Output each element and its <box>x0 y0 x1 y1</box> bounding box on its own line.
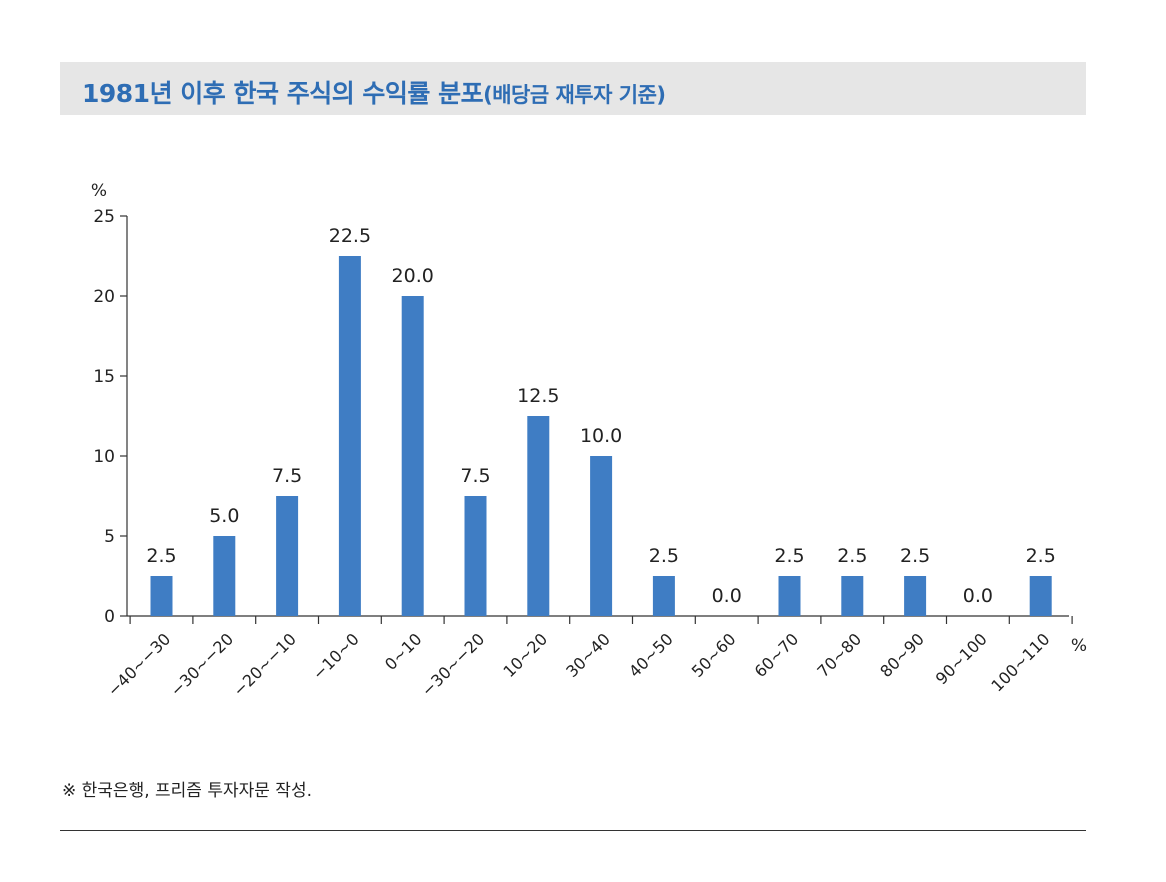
y-tick-label: 5 <box>104 527 115 547</box>
y-axis-unit: % <box>91 181 107 201</box>
bar-value-label: 7.5 <box>460 465 490 487</box>
x-category-label: 80~90 <box>876 629 928 681</box>
y-tick-label: 15 <box>93 367 115 387</box>
bar-value-label: 0.0 <box>963 585 993 607</box>
chart-title-main: 1981년 이후 한국 주식의 수익률 분포 <box>82 79 484 108</box>
x-category-label: −40~−30 <box>104 629 175 700</box>
bar <box>276 496 299 616</box>
bar-value-label: 7.5 <box>272 465 302 487</box>
chart-bars <box>150 256 1052 616</box>
bar-value-label: 2.5 <box>649 545 679 567</box>
bar <box>150 576 173 616</box>
y-tick-label: 25 <box>93 207 115 227</box>
bar <box>527 416 550 616</box>
bar <box>213 536 236 616</box>
chart-axes: 0 5 10 15 20 25%% <box>91 181 1087 656</box>
bar <box>464 496 487 616</box>
title-bar: 1981년 이후 한국 주식의 수익률 분포(배당금 재투자 기준) <box>60 62 1086 115</box>
bar <box>1029 576 1052 616</box>
y-tick-label: 10 <box>93 447 115 467</box>
x-category-label: −20~−10 <box>229 629 300 700</box>
bar <box>338 256 361 616</box>
y-tick-label: 0 <box>104 607 115 627</box>
x-category-label: 0~10 <box>381 629 426 674</box>
x-category-label: −30~−20 <box>418 629 489 700</box>
bar-value-label: 2.5 <box>774 545 804 567</box>
x-axis-unit: % <box>1071 636 1087 656</box>
bar-value-label: 2.5 <box>146 545 176 567</box>
bar <box>841 576 864 616</box>
bar-value-label: 12.5 <box>517 385 559 407</box>
bar <box>778 576 801 616</box>
x-category-label: 10~20 <box>499 629 551 681</box>
bottom-divider <box>60 830 1086 831</box>
bar-value-label: 22.5 <box>329 225 371 247</box>
chart-title-sub: (배당금 재투자 기준) <box>483 83 666 107</box>
x-category-label: 50~60 <box>688 629 740 681</box>
bar <box>590 456 613 616</box>
x-category-label: 100~110 <box>987 629 1053 695</box>
bar-value-label: 2.5 <box>900 545 930 567</box>
bar-value-label: 2.5 <box>1026 545 1056 567</box>
x-category-label: 60~70 <box>751 629 803 681</box>
bar <box>904 576 927 616</box>
bar-value-label: 10.0 <box>580 425 622 447</box>
bar-value-label: 20.0 <box>392 265 434 287</box>
chart-labels: 2.5 −40~−30 5.0 −30~−20 7.5 −20~−10 22.5 −10~0 2… <box>104 225 1056 700</box>
x-category-label: −10~0 <box>309 629 363 683</box>
x-category-label: −30~−20 <box>166 629 237 700</box>
x-category-label: 40~50 <box>625 629 677 681</box>
bar <box>652 576 675 616</box>
source-note: ※ 한국은행, 프리즘 투자자문 작성. <box>62 781 312 801</box>
x-category-label: 90~100 <box>932 629 991 688</box>
bar-value-label: 0.0 <box>712 585 742 607</box>
chart-title: 1981년 이후 한국 주식의 수익률 분포(배당금 재투자 기준) <box>82 74 666 110</box>
x-category-label: 30~40 <box>562 629 614 681</box>
bar-value-label: 5.0 <box>209 505 239 527</box>
bar <box>401 296 424 616</box>
bar-value-label: 2.5 <box>837 545 867 567</box>
x-category-label: 70~80 <box>813 629 865 681</box>
y-tick-label: 20 <box>93 287 115 307</box>
